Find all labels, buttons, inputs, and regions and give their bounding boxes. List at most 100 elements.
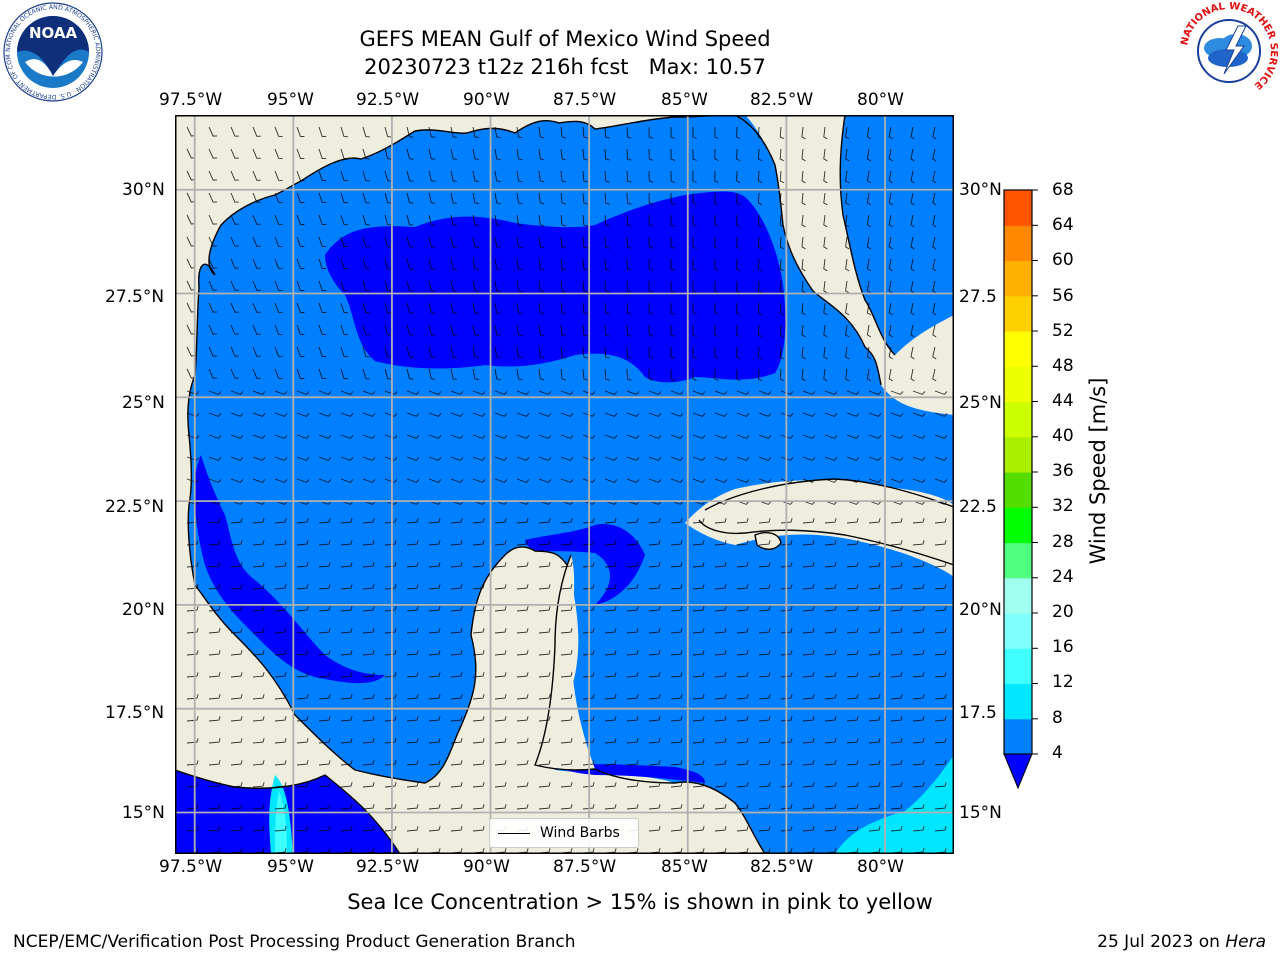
wind-barb (779, 324, 784, 338)
wind-barb (362, 694, 375, 700)
wind-barb (626, 584, 639, 590)
wind-barb (670, 192, 676, 205)
wind-barb (582, 694, 595, 700)
wind-barb (252, 650, 265, 656)
wind-barb (934, 456, 948, 461)
wind-barb (362, 148, 370, 160)
wind-barb (582, 324, 588, 337)
wind-barb (932, 236, 937, 250)
wind-barb (560, 562, 573, 568)
wind-barb (274, 456, 288, 461)
wind-barb (318, 738, 331, 744)
wind-barb (845, 280, 850, 294)
wind-barb (428, 324, 436, 336)
wind-barb (516, 302, 523, 315)
wind-barb (296, 148, 305, 159)
wind-barb (779, 280, 784, 294)
lat-label-left: 30°N (122, 180, 165, 200)
colorbar-segment (1004, 366, 1032, 403)
wind-barb (230, 258, 239, 269)
wind-barb (384, 390, 398, 395)
wind-barb (582, 302, 588, 315)
wind-barb (516, 390, 530, 395)
wind-barb (560, 280, 567, 293)
wind-barb (626, 214, 632, 227)
wind-barb (866, 368, 872, 382)
wind-barb (758, 782, 771, 788)
wind-barb (296, 500, 310, 505)
wind-barb (318, 804, 331, 810)
wind-barb (626, 236, 632, 249)
wind-barb (252, 214, 261, 225)
wind-barb (494, 518, 507, 524)
wind-barb (934, 738, 947, 744)
wind-barb (692, 562, 705, 568)
wind-barb (910, 346, 915, 360)
wind-barb (824, 628, 837, 634)
wind-barb (296, 650, 309, 656)
lat-label-left: 20°N (122, 600, 165, 620)
wind-barb (384, 192, 392, 204)
wind-barb (450, 214, 458, 226)
wind-barb (824, 782, 837, 788)
wind-barb (934, 584, 947, 590)
wind-barb (714, 302, 719, 315)
wind-barb (648, 826, 661, 832)
wind-barb (296, 192, 305, 203)
wind-barb (516, 628, 529, 634)
wind-barb (472, 782, 485, 788)
wind-barb (428, 192, 436, 204)
wind-barb (604, 738, 617, 744)
coast-isle-of-youth (754, 531, 782, 550)
wind-barb (208, 192, 218, 203)
wind-barb (714, 434, 728, 439)
colorbar-segment (1004, 542, 1032, 579)
wind-barb (890, 760, 903, 766)
ocean-west-dark (194, 455, 385, 684)
wind-barb (845, 258, 850, 272)
wind-barb (208, 302, 218, 313)
colorbar-tick: 16 (1052, 637, 1074, 657)
wind-barb (340, 192, 349, 204)
wind-barb (934, 434, 948, 439)
wind-barb (340, 518, 353, 524)
wind-barb (406, 368, 414, 380)
wind-barb (582, 672, 595, 678)
wind-barb (780, 738, 793, 744)
wind-barb (714, 782, 727, 788)
wind-barb (626, 258, 632, 271)
noaa-logo: NATIONAL OCEANIC AND ATMOSPHERIC ADMINIS… (0, 0, 103, 102)
wind-barb (626, 540, 639, 546)
wind-barb (516, 324, 523, 337)
wind-barb (802, 782, 815, 788)
wind-barb (494, 716, 507, 722)
wind-barb (648, 346, 654, 359)
wind-barb (252, 170, 261, 181)
wind-barb (450, 518, 463, 524)
wind-barb (582, 126, 588, 139)
wind-barb (758, 540, 771, 546)
wind-barb (626, 760, 639, 766)
wind-barb (692, 412, 706, 417)
wind-barb (186, 804, 199, 810)
wind-barb (318, 478, 332, 483)
wind-barb (780, 584, 793, 590)
wind-barb (362, 214, 370, 226)
wind-barb (626, 738, 639, 744)
wind-barb (450, 148, 458, 160)
wind-barb (868, 434, 882, 439)
wind-barb (757, 214, 763, 228)
wind-barb (648, 478, 662, 483)
wind-barb (428, 478, 442, 483)
wind-barb (472, 456, 486, 461)
wind-barb (384, 584, 397, 590)
wind-barb (626, 148, 632, 161)
wind-barb (779, 302, 784, 316)
lat-label-right: 15°N (959, 803, 1002, 823)
wind-barb (912, 804, 925, 810)
wind-barb (868, 456, 882, 461)
wind-barb (450, 324, 458, 336)
wind-barb (208, 650, 221, 656)
wind-speed-map (174, 114, 955, 855)
wind-barb (362, 192, 370, 204)
